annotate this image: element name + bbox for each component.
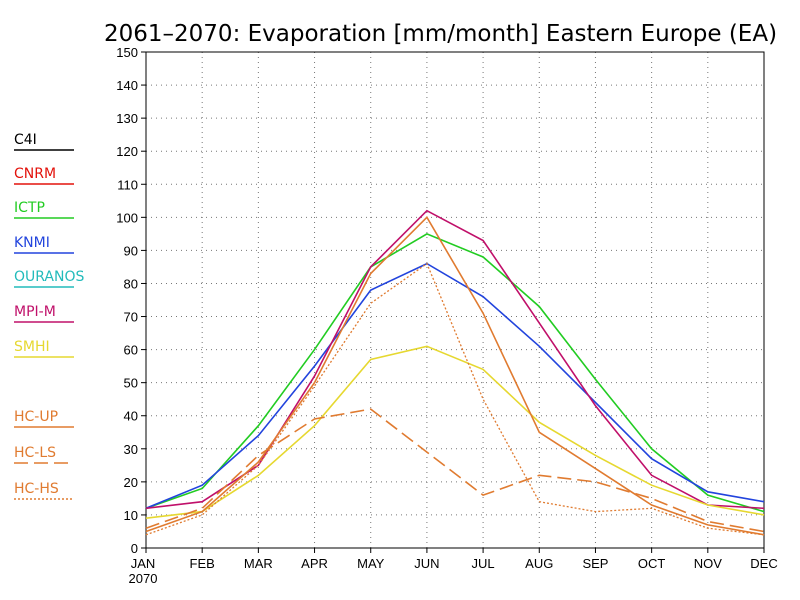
y-tick-label: 120 — [116, 144, 138, 159]
grid-lines — [146, 52, 764, 548]
x-tick-label: DEC — [750, 556, 777, 571]
y-tick-label: 40 — [124, 409, 138, 424]
legend-label-hc-hs: HC-HS — [14, 481, 59, 497]
x-axis: JAN FEB MAR APR MAY JUN JUL AUG SEP OCT NOV DEC — [131, 548, 778, 571]
x-tick-label: JUL — [472, 556, 495, 571]
y-tick-label: 50 — [124, 376, 138, 391]
y-tick-label: 110 — [117, 177, 138, 192]
series-line-mpi-m — [145, 209, 765, 510]
y-tick-label: 0 — [131, 541, 138, 556]
series-line-hc-hs — [145, 262, 765, 536]
legend-label-hc-ls: HC-LS — [14, 445, 56, 461]
x-tick-label: JAN — [131, 556, 156, 571]
series-line-smhi — [145, 345, 765, 519]
x-tick-label: FEB — [190, 556, 215, 571]
y-tick-label: 30 — [124, 442, 138, 457]
y-tick-label: 60 — [124, 343, 138, 358]
x-tick-label: SEP — [582, 556, 608, 571]
x-tick-label: AUG — [525, 556, 553, 571]
legend-label-cnrm: CNRM — [14, 166, 56, 182]
x-tick-label: JUN — [414, 556, 439, 571]
plot-frame — [145, 51, 765, 549]
chart-title: 2061–2070: Evaporation [mm/month] Easter… — [104, 21, 777, 47]
y-tick-label: 130 — [116, 111, 138, 126]
series-line-ictp — [145, 233, 765, 513]
x-tick-year: 2070 — [129, 571, 158, 586]
legend: C4I CNRM ICTP KNMI OURANOS MPI-M SMHI HC-UP HC-L… — [14, 132, 84, 500]
series-line-hc-ls — [145, 408, 765, 533]
x-tick-label: MAR — [244, 556, 273, 571]
y-axis: 0 10 20 30 40 50 60 70 80 90 100 110 120 130 140 150 — [116, 45, 146, 556]
legend-label-c4i: C4I — [14, 132, 37, 148]
legend-label-ictp: ICTP — [14, 200, 45, 216]
legend-label-mpi-m: MPI-M — [14, 304, 56, 320]
x-tick-label: MAY — [357, 556, 385, 571]
legend-label-smhi: SMHI — [14, 339, 50, 355]
x-tick-label: APR — [301, 556, 328, 571]
series-lines — [145, 209, 765, 536]
y-tick-label: 150 — [116, 45, 138, 60]
x-tick-label: OCT — [638, 556, 666, 571]
legend-label-hc-up: HC-UP — [14, 409, 58, 425]
series-line-knmi — [145, 262, 765, 510]
legend-label-knmi: KNMI — [14, 235, 50, 251]
y-tick-label: 20 — [124, 475, 138, 490]
y-tick-label: 100 — [116, 210, 138, 225]
series-line-hc-up — [145, 216, 765, 536]
y-tick-label: 140 — [116, 78, 138, 93]
legend-label-ouranos: OURANOS — [14, 269, 84, 285]
y-tick-label: 70 — [124, 310, 138, 325]
y-tick-label: 90 — [124, 243, 138, 258]
y-tick-label: 10 — [124, 508, 138, 523]
x-tick-label: NOV — [694, 556, 723, 571]
y-tick-label: 80 — [124, 276, 138, 291]
